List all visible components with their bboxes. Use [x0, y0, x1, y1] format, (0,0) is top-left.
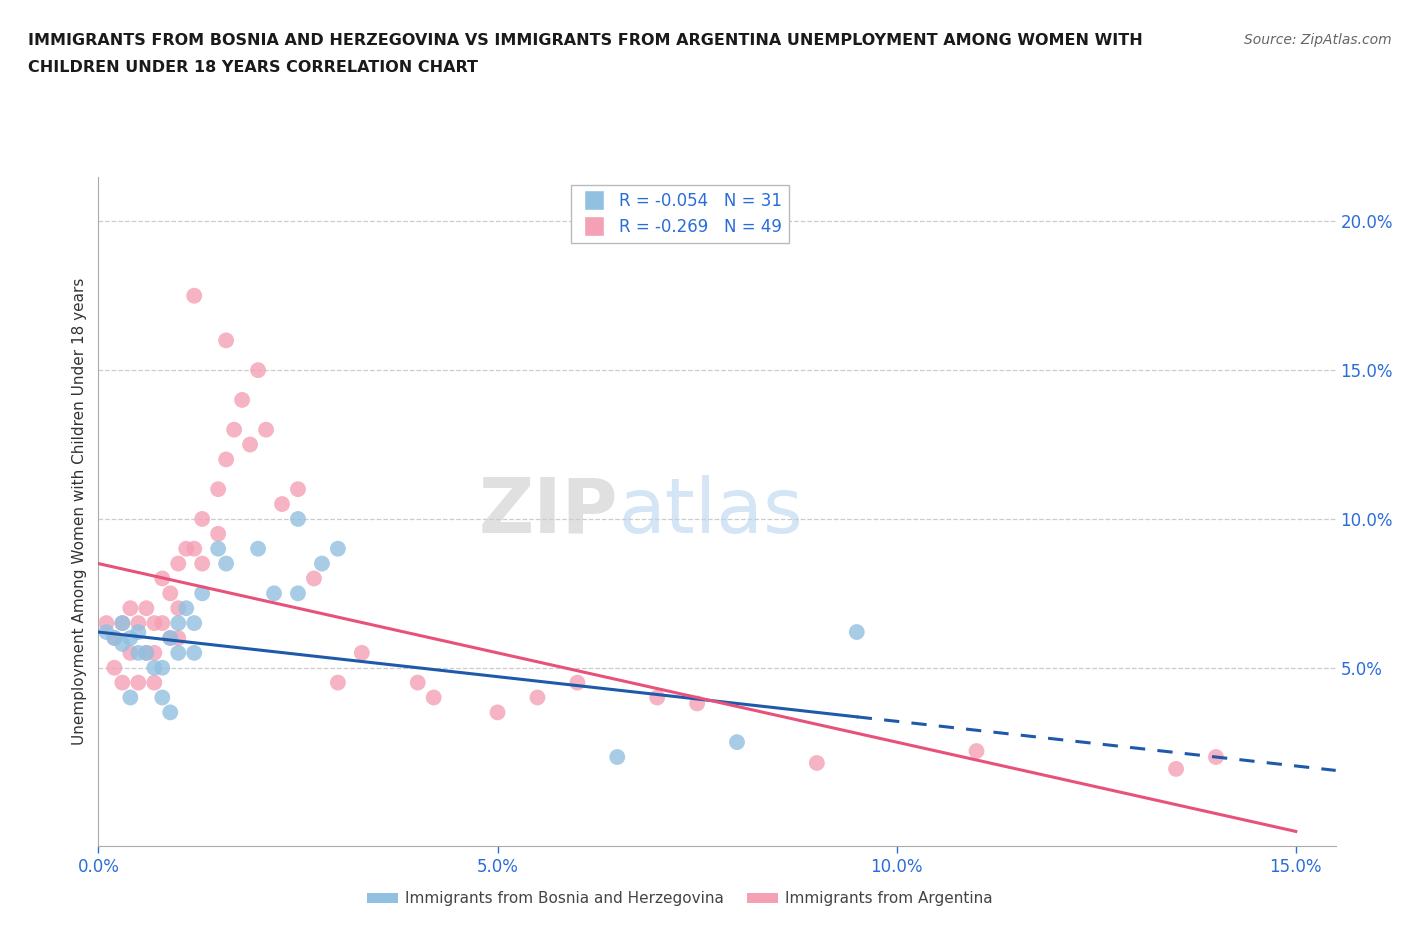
Point — [239, 437, 262, 452]
Point — [159, 631, 181, 645]
Point — [103, 660, 125, 675]
Point — [127, 645, 149, 660]
Point — [326, 675, 349, 690]
Point — [159, 586, 181, 601]
Point — [215, 333, 238, 348]
Point — [191, 556, 214, 571]
Point — [422, 690, 444, 705]
Point — [287, 512, 309, 526]
Text: IMMIGRANTS FROM BOSNIA AND HERZEGOVINA VS IMMIGRANTS FROM ARGENTINA UNEMPLOYMENT: IMMIGRANTS FROM BOSNIA AND HERZEGOVINA V… — [28, 33, 1143, 47]
Point — [806, 755, 828, 770]
Text: CHILDREN UNDER 18 YEARS CORRELATION CHART: CHILDREN UNDER 18 YEARS CORRELATION CHAR… — [28, 60, 478, 75]
Point — [167, 616, 190, 631]
Point — [174, 601, 197, 616]
Point — [143, 660, 166, 675]
Point — [120, 631, 142, 645]
Point — [191, 586, 214, 601]
Point — [167, 631, 190, 645]
Point — [143, 645, 166, 660]
Point — [845, 625, 868, 640]
Point — [150, 616, 173, 631]
Point — [127, 675, 149, 690]
Point — [1164, 762, 1187, 777]
Point — [103, 631, 125, 645]
Point — [96, 625, 118, 640]
Point — [326, 541, 349, 556]
Point — [966, 744, 988, 759]
Point — [111, 616, 134, 631]
Point — [174, 541, 197, 556]
Point — [1205, 750, 1227, 764]
Point — [271, 497, 294, 512]
Point — [143, 616, 166, 631]
Point — [111, 616, 134, 631]
Point — [207, 541, 229, 556]
Text: atlas: atlas — [619, 474, 803, 549]
Point — [159, 631, 181, 645]
Point — [567, 675, 589, 690]
Point — [183, 616, 205, 631]
Point — [103, 631, 125, 645]
Point — [645, 690, 668, 705]
Point — [215, 452, 238, 467]
Point — [486, 705, 509, 720]
Point — [263, 586, 285, 601]
Point — [183, 541, 205, 556]
Point — [120, 645, 142, 660]
Point — [143, 675, 166, 690]
Legend: Immigrants from Bosnia and Herzegovina, Immigrants from Argentina: Immigrants from Bosnia and Herzegovina, … — [361, 885, 998, 912]
Point — [135, 601, 157, 616]
Point — [120, 601, 142, 616]
Point — [606, 750, 628, 764]
Point — [167, 556, 190, 571]
Point — [150, 571, 173, 586]
Point — [127, 616, 149, 631]
Point — [96, 616, 118, 631]
Point — [207, 526, 229, 541]
Point — [150, 660, 173, 675]
Point — [111, 675, 134, 690]
Point — [224, 422, 246, 437]
Point — [167, 645, 190, 660]
Text: ZIP: ZIP — [478, 474, 619, 549]
Text: Source: ZipAtlas.com: Source: ZipAtlas.com — [1244, 33, 1392, 46]
Point — [120, 690, 142, 705]
Point — [302, 571, 325, 586]
Point — [167, 601, 190, 616]
Point — [254, 422, 277, 437]
Point — [287, 586, 309, 601]
Point — [311, 556, 333, 571]
Point — [215, 556, 238, 571]
Point — [350, 645, 373, 660]
Y-axis label: Unemployment Among Women with Children Under 18 years: Unemployment Among Women with Children U… — [72, 278, 87, 745]
Point — [127, 625, 149, 640]
Point — [406, 675, 429, 690]
Point — [135, 645, 157, 660]
Point — [526, 690, 548, 705]
Point — [287, 482, 309, 497]
Point — [159, 705, 181, 720]
Point — [247, 363, 270, 378]
Point — [725, 735, 748, 750]
Point — [686, 696, 709, 711]
Point — [191, 512, 214, 526]
Point — [183, 645, 205, 660]
Point — [135, 645, 157, 660]
Point — [111, 636, 134, 651]
Point — [247, 541, 270, 556]
Point — [207, 482, 229, 497]
Point — [150, 690, 173, 705]
Point — [231, 392, 253, 407]
Point — [183, 288, 205, 303]
